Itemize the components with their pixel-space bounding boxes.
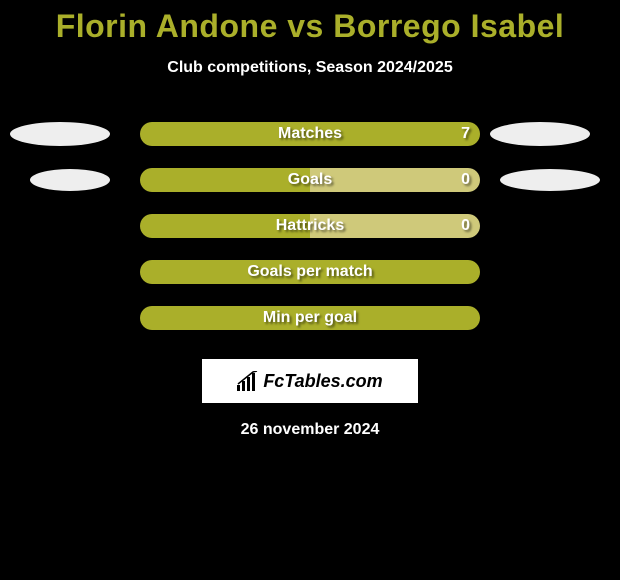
player-ellipse-right [490,122,590,146]
stat-bar: Matches 7 [140,122,480,146]
subtitle: Club competitions, Season 2024/2025 [0,59,620,77]
stat-row: Hattricks 0 [0,203,620,249]
stat-label: Goals per match [247,263,372,281]
stat-row: Goals 0 [0,157,620,203]
brand-logo: FcTables.com [202,359,418,403]
stat-value-right: 7 [461,125,470,143]
stat-bar: Goals 0 [140,168,480,192]
player-ellipse-right [500,169,600,191]
signal-bars-icon [237,371,259,391]
stat-value-right: 0 [461,171,470,189]
date-label: 26 november 2024 [0,421,620,439]
page-title: Florin Andone vs Borrego Isabel [0,0,620,45]
stat-label: Hattricks [276,217,344,235]
stat-label: Matches [278,125,342,143]
stat-row: Matches 7 [0,111,620,157]
stat-bar-left-fill [140,168,310,192]
stat-row: Goals per match [0,249,620,295]
comparison-chart: Matches 7 Goals 0 Hattricks 0 Goals per match M… [0,111,620,341]
stat-value-right: 0 [461,217,470,235]
player-ellipse-left [30,169,110,191]
stat-row: Min per goal [0,295,620,341]
player-ellipse-left [10,122,110,146]
stat-label: Min per goal [263,309,357,327]
stat-bar: Min per goal [140,306,480,330]
stat-bar-right-fill [310,168,480,192]
stat-bar: Goals per match [140,260,480,284]
brand-logo-text: FcTables.com [263,371,382,392]
stat-bar: Hattricks 0 [140,214,480,238]
stat-label: Goals [288,171,332,189]
